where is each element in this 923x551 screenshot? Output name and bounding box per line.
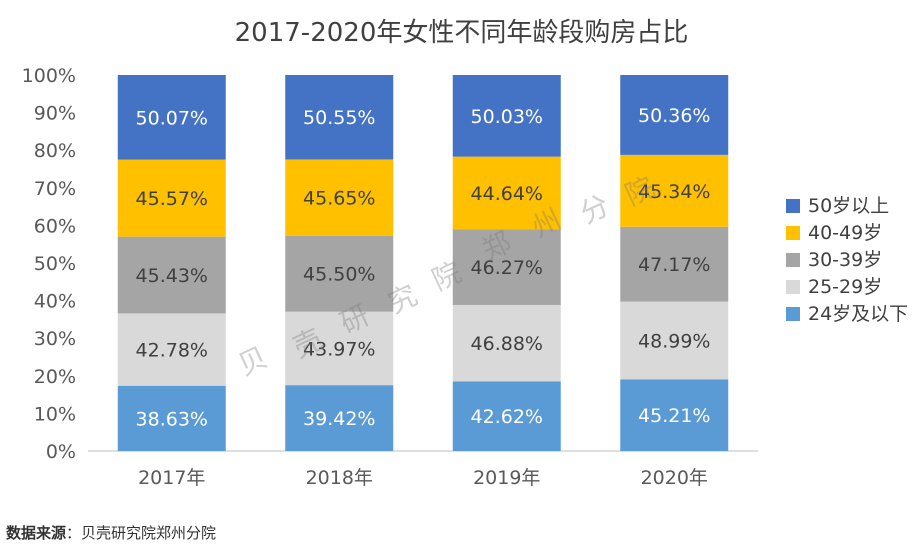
x-tick-label: 2019年	[473, 467, 540, 489]
y-tick-label: 30%	[34, 328, 76, 350]
data-label: 45.43%	[136, 265, 208, 287]
y-tick-label: 40%	[34, 291, 76, 313]
bar-segment	[117, 159, 226, 237]
x-tick-label: 2018年	[306, 467, 373, 489]
legend-label: 40-49岁	[808, 222, 883, 244]
y-tick-label: 90%	[34, 103, 76, 125]
y-tick-label: 70%	[34, 178, 76, 200]
bar-segment	[117, 313, 226, 386]
legend-swatch	[786, 226, 800, 240]
legend-item: 24岁及以下	[786, 301, 908, 328]
bar-segment	[452, 381, 561, 451]
source-note: 数据来源：贝壳研究院郑州分院	[6, 522, 216, 543]
bar-segment	[620, 75, 729, 155]
bar-segment	[452, 229, 561, 305]
y-tick-label: 50%	[34, 253, 76, 275]
chart-legend: 50岁以上 40-49岁 30-39岁 25-29岁 24岁及以下	[786, 193, 908, 328]
data-label: 50.03%	[471, 106, 543, 128]
data-label: 45.21%	[638, 405, 710, 427]
source-text: 贝壳研究院郑州分院	[81, 524, 217, 542]
legend-swatch	[786, 199, 800, 213]
legend-swatch	[786, 253, 800, 267]
x-tick-label: 2020年	[641, 467, 708, 489]
data-label: 50.55%	[303, 107, 375, 129]
bar-segment	[285, 159, 394, 236]
bar-segment	[620, 379, 729, 451]
y-tick-label: 10%	[34, 403, 76, 425]
data-label: 45.65%	[303, 188, 375, 210]
bar-segment	[285, 235, 394, 312]
data-label: 44.64%	[471, 183, 543, 205]
bar-segment	[117, 236, 226, 314]
bar-segment	[117, 75, 226, 160]
data-label: 48.99%	[638, 330, 710, 352]
data-label: 42.78%	[136, 340, 208, 362]
bar-segment	[620, 301, 729, 380]
x-tick-label: 2017年	[138, 467, 205, 489]
legend-swatch	[786, 280, 800, 294]
bar-segment	[452, 75, 561, 157]
bar-segment	[620, 154, 729, 227]
bar-segment	[285, 75, 394, 160]
y-tick-label: 20%	[34, 366, 76, 388]
bar-segment	[452, 156, 561, 230]
legend-item: 50岁以上	[786, 193, 908, 220]
legend-label: 25-29岁	[808, 276, 883, 298]
bar-segment	[117, 385, 226, 451]
source-separator: ：	[66, 524, 82, 542]
legend-swatch	[786, 307, 800, 321]
legend-item: 40-49岁	[786, 220, 908, 247]
legend-item: 30-39岁	[786, 247, 908, 274]
y-tick-label: 0%	[46, 441, 76, 463]
data-label: 42.62%	[471, 406, 543, 428]
y-tick-label: 60%	[34, 215, 76, 237]
bar-segment	[620, 226, 729, 302]
data-label: 45.57%	[136, 188, 208, 210]
legend-item: 25-29岁	[786, 274, 908, 301]
bar-segment	[285, 385, 394, 451]
source-label: 数据来源	[6, 524, 67, 542]
data-label: 50.07%	[136, 107, 208, 129]
bar-segment	[452, 304, 561, 382]
y-tick-label: 80%	[34, 140, 76, 162]
data-label: 46.27%	[471, 257, 543, 279]
legend-label: 24岁及以下	[808, 303, 909, 325]
chart-title: 2017-2020年女性不同年龄段购房占比	[234, 18, 689, 48]
data-label: 43.97%	[303, 338, 375, 360]
data-label: 38.63%	[136, 408, 208, 430]
data-label: 46.88%	[471, 333, 543, 355]
legend-label: 50岁以上	[808, 195, 890, 217]
bar-segment	[285, 311, 394, 386]
data-label: 47.17%	[638, 254, 710, 276]
data-label: 45.34%	[638, 181, 710, 203]
data-label: 50.36%	[638, 105, 710, 127]
data-label: 45.50%	[303, 264, 375, 286]
data-label: 39.42%	[303, 408, 375, 430]
legend-label: 30-39岁	[808, 249, 883, 271]
y-tick-label: 100%	[22, 65, 76, 87]
